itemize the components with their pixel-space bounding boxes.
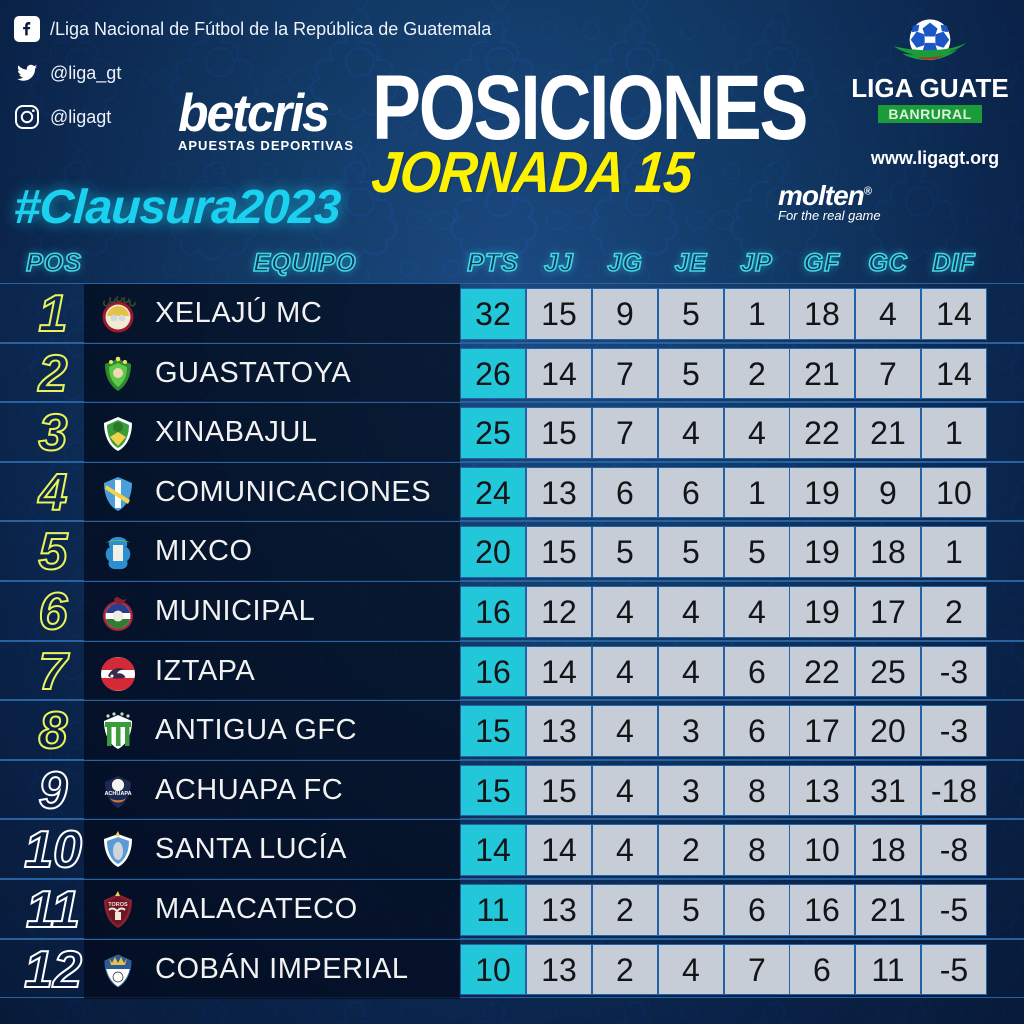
svg-text:ACHUAPA: ACHUAPA [104,791,131,797]
svg-text:TOROS: TOROS [108,902,128,908]
